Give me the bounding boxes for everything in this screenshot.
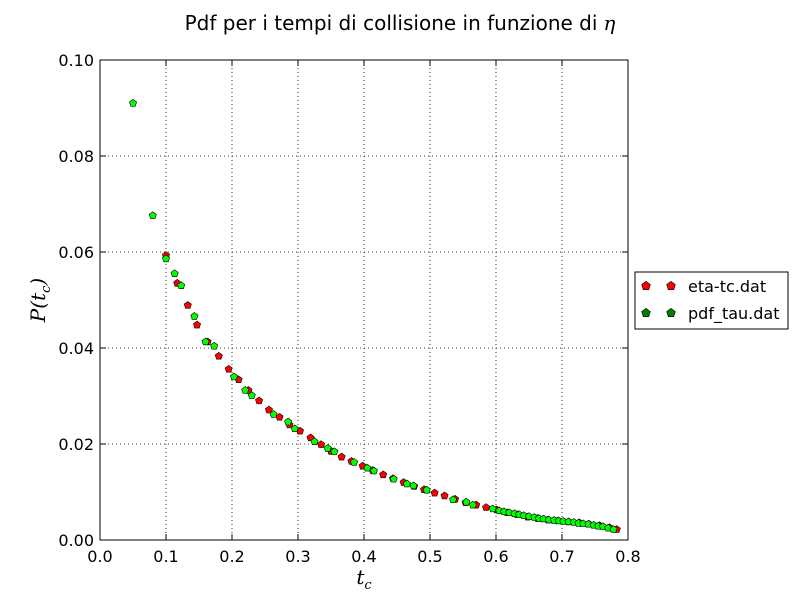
series-2-point: [310, 437, 319, 445]
series-2-point: [350, 458, 359, 466]
legend-marker: [641, 281, 651, 291]
series-2-point: [539, 514, 548, 523]
legend-marker: [641, 308, 651, 318]
x-tick-label: 0.5: [417, 547, 442, 566]
series-1-point: [224, 364, 233, 373]
series-2-point: [462, 497, 471, 506]
axis-ticks: 0.0 0.1 0.2 0.3 0.4 0.5 0.6 0.7 0.8 0.00 0.02 0.04 0…: [58, 51, 640, 566]
series-1-point: [183, 301, 192, 309]
x-tick-label: 0.6: [483, 547, 508, 566]
y-tick-label: 0.06: [58, 243, 94, 262]
y-axis-label-sub: c: [39, 285, 54, 293]
x-tick-label: 0.4: [351, 547, 376, 566]
y-tick-label: 0.02: [58, 435, 94, 454]
series-2-point: [402, 479, 411, 488]
series-2-point: [409, 481, 418, 490]
series-2-point: [210, 341, 219, 350]
series-1-point: [193, 320, 201, 329]
series-2-point: [330, 447, 339, 456]
legend-box: [634, 271, 789, 330]
y-tick-label: 0.08: [58, 147, 94, 166]
series-1-point: [337, 452, 346, 461]
series-2-point: [389, 474, 398, 483]
grid-lines: [100, 60, 628, 540]
legend-marker: [666, 281, 676, 291]
chart-title: Pdf per i tempi di collisione in funzion…: [185, 11, 616, 35]
series-1-point: [255, 396, 264, 405]
series-2-point: [230, 372, 238, 381]
legend-label: pdf_tau.dat: [688, 304, 779, 324]
series-2-point: [369, 466, 378, 475]
series-2-point: [269, 410, 278, 418]
series-2-point: [422, 485, 431, 494]
series-2-point: [323, 444, 332, 452]
x-tick-label: 0.2: [219, 547, 244, 566]
series-2: [129, 99, 618, 533]
x-tick-label: 0.8: [615, 547, 640, 566]
y-tick-label: 0.10: [58, 51, 94, 70]
x-axis-label: tc: [356, 565, 372, 593]
x-tick-label: 0.0: [87, 547, 112, 566]
series-1-point: [317, 440, 326, 448]
series-2-point: [488, 504, 497, 513]
y-tick-label: 0.04: [58, 339, 94, 358]
series-2-point: [129, 99, 137, 107]
series-1-point: [214, 351, 223, 360]
chart-title-text: Pdf per i tempi di collisione in funzion…: [185, 11, 598, 35]
series-2-point: [505, 508, 514, 517]
data-points: [129, 99, 621, 533]
y-axis-label-main: P(t: [26, 292, 50, 323]
series-2-point: [499, 507, 508, 516]
x-tick-label: 0.1: [153, 547, 178, 566]
series-2-point: [609, 525, 618, 533]
y-axis-label-close: ): [26, 278, 50, 287]
series-1-point: [379, 470, 388, 479]
series-2-point: [363, 463, 372, 472]
series-1-point: [430, 488, 439, 497]
series-2-point: [449, 495, 458, 504]
series-1-point: [440, 491, 449, 500]
x-tick-label: 0.7: [549, 547, 574, 566]
series-1-point: [482, 503, 491, 511]
series-2-point: [201, 337, 210, 346]
legend-item-2: pdf_tau.dat: [641, 304, 779, 324]
series-2-point: [290, 424, 299, 433]
series-2-point: [284, 417, 293, 426]
series-2-point: [190, 312, 199, 320]
legend-item-1: eta-tc.dat: [641, 277, 766, 296]
series-2-point: [519, 511, 528, 519]
x-tick-label: 0.3: [285, 547, 310, 566]
series-1-point: [264, 405, 273, 414]
series-2-point: [162, 254, 170, 263]
x-axis-label-main: t: [356, 565, 365, 589]
x-axis-label-sub: c: [364, 578, 372, 593]
series-2-point: [247, 391, 256, 399]
y-axis-label: P(tc): [26, 278, 54, 323]
series-2-point: [584, 519, 593, 528]
series-2-point: [170, 269, 179, 277]
legend-marker: [666, 308, 676, 318]
series-2-point: [177, 281, 186, 289]
series-2-point: [148, 211, 157, 219]
series-2-point: [525, 512, 533, 520]
series-2-point: [468, 500, 477, 509]
chart-title-symbol: η: [603, 11, 615, 35]
legend-label: eta-tc.dat: [688, 277, 766, 296]
y-tick-label: 0.00: [58, 531, 94, 550]
legend: eta-tc.dat pdf_tau.dat: [634, 271, 789, 330]
series-2-point: [241, 386, 250, 394]
